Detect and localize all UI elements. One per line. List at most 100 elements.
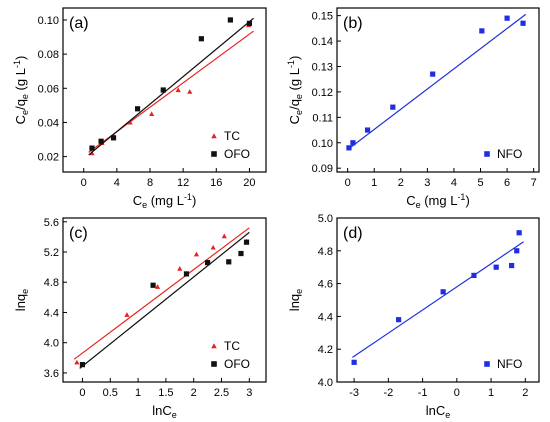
x-tick-label: 3 bbox=[424, 177, 430, 189]
x-axis-label-superscript: -1 bbox=[457, 192, 465, 202]
legend-label-ofo: OFO bbox=[224, 357, 250, 371]
plot-frame bbox=[62, 7, 267, 173]
y-tick-label: 0.13 bbox=[312, 61, 333, 73]
x-tick-label: 1 bbox=[135, 387, 141, 399]
x-axis-label-main: C bbox=[133, 193, 142, 208]
x-tick-label: 2 bbox=[522, 387, 528, 399]
panel-label: (a) bbox=[69, 15, 89, 32]
chart-panel: 0 0.5 1 1.5 2 2.5 33.64.04.44.85.25.6(c)lnCeln… bbox=[13, 217, 267, 420]
plot-frame bbox=[336, 7, 540, 173]
fit-line-tc bbox=[73, 227, 250, 360]
plot-area bbox=[73, 227, 250, 369]
data-point-nfo bbox=[504, 15, 510, 21]
y-axis-label-subscript: e bbox=[20, 94, 30, 99]
data-point-nfo bbox=[430, 71, 436, 77]
data-point-ofo bbox=[110, 135, 117, 141]
legend-label-nfo: NFO bbox=[497, 357, 522, 371]
y-tick-label: 0.10 bbox=[38, 15, 59, 27]
x-tick-label: 2.5 bbox=[214, 387, 229, 399]
x-tick-label: 0 bbox=[454, 387, 460, 399]
y-tick-label: 5.2 bbox=[44, 247, 59, 259]
chart-panel: 0 4 8 12 16 20 0.02 0.04 0.06 0.08 0.10 (a) Ce (mg L… bbox=[12, 7, 267, 210]
x-tick-label: 8 bbox=[147, 177, 153, 189]
y-tick-label: 4.0 bbox=[318, 377, 333, 389]
legend-label-nfo: NFO bbox=[497, 147, 522, 161]
data-point-tc bbox=[221, 233, 227, 239]
plot-frame bbox=[336, 217, 540, 383]
fit-line-ofo bbox=[79, 231, 250, 369]
y-tick-label: 0.11 bbox=[312, 112, 333, 124]
y-tick-label: 0.08 bbox=[38, 49, 59, 61]
data-point-nfo bbox=[350, 140, 356, 146]
legend-label-ofo: OFO bbox=[224, 147, 250, 161]
x-tick-label: 0 bbox=[345, 177, 351, 189]
legend-marker-tc bbox=[211, 133, 217, 139]
data-point-ofo bbox=[134, 106, 141, 112]
data-point-ofo bbox=[227, 17, 233, 23]
legend-marker-nfo bbox=[484, 151, 490, 157]
data-point-tc bbox=[187, 89, 193, 94]
x-tick-label: -2 bbox=[383, 387, 393, 399]
x-axis-label-main: lnC bbox=[426, 403, 446, 418]
data-point-ofo bbox=[183, 271, 190, 277]
x-axis-label-end: ) bbox=[192, 193, 196, 208]
y-tick-label: 4.4 bbox=[44, 307, 59, 319]
x-axis-label-main: C bbox=[406, 193, 415, 208]
x-axis-label-main: lnC bbox=[152, 403, 172, 418]
chart-panel: 0 1 2 3 4 5 6 7 0.09 0.10 0.11 0.12 0.13 0.14 0.15 (b) C… bbox=[286, 7, 540, 210]
x-tick-label: 12 bbox=[177, 177, 189, 189]
data-point-ofo bbox=[226, 259, 232, 265]
plot-frame bbox=[62, 217, 267, 383]
y-axis-label-subscript: e bbox=[294, 110, 304, 115]
y-tick-label: 0.12 bbox=[312, 87, 333, 99]
data-point-tc bbox=[175, 87, 181, 93]
x-tick-label: 5 bbox=[477, 177, 483, 189]
x-axis-label-subscript: e bbox=[142, 200, 147, 210]
data-point-tc bbox=[149, 111, 155, 116]
x-tick-label: 4 bbox=[451, 177, 457, 189]
x-tick-label: 1.5 bbox=[158, 387, 173, 399]
data-point-ofo bbox=[198, 36, 204, 42]
data-point-nfo bbox=[514, 248, 520, 254]
data-point-ofo bbox=[89, 145, 95, 151]
data-point-nfo bbox=[520, 20, 526, 26]
y-axis-label-main: lnq bbox=[13, 294, 28, 311]
data-point-ofo bbox=[205, 259, 211, 266]
data-point-ofo bbox=[98, 138, 104, 144]
y-axis-label-subscript: e bbox=[294, 94, 304, 99]
plot-area bbox=[351, 230, 524, 365]
x-tick-label: 1 bbox=[371, 177, 377, 189]
y-axis-label-end: ) bbox=[13, 56, 28, 60]
data-point-ofo bbox=[160, 87, 166, 93]
legend-label-tc: TC bbox=[224, 339, 240, 353]
y-tick-label: 4.8 bbox=[318, 246, 333, 258]
data-point-tc bbox=[154, 284, 161, 289]
data-point-nfo bbox=[364, 127, 371, 133]
data-point-ofo bbox=[243, 239, 250, 245]
x-tick-label: 4 bbox=[114, 177, 120, 189]
y-axis-label-main: C bbox=[287, 115, 302, 124]
x-axis-label-end: ) bbox=[465, 193, 469, 208]
legend-label-tc: TC bbox=[224, 129, 240, 143]
x-tick-label: 1 bbox=[488, 387, 494, 399]
x-tick-label: 7 bbox=[531, 177, 537, 189]
y-axis-label: lnqe bbox=[13, 289, 30, 311]
y-tick-label: 4.0 bbox=[44, 338, 59, 350]
fit-line-nfo bbox=[352, 241, 524, 358]
y-tick-label: 4.8 bbox=[44, 277, 59, 289]
data-point-ofo bbox=[238, 250, 244, 257]
y-axis-label: lnqe bbox=[287, 289, 304, 311]
y-tick-label: 0.02 bbox=[38, 152, 59, 164]
x-tick-label: 6 bbox=[504, 177, 510, 189]
data-point-tc bbox=[127, 119, 133, 125]
y-tick-label: 4.2 bbox=[318, 344, 333, 356]
data-point-nfo bbox=[479, 28, 485, 34]
y-tick-label: 0.10 bbox=[312, 138, 333, 150]
panel-label: (c) bbox=[69, 225, 88, 242]
data-point-nfo bbox=[471, 272, 477, 278]
x-axis-label-subscript: e bbox=[445, 410, 450, 420]
y-axis-label: Ce/qe (g L-1) bbox=[286, 56, 304, 125]
x-tick-label: 20 bbox=[243, 177, 255, 189]
y-tick-label: 0.04 bbox=[38, 117, 59, 129]
